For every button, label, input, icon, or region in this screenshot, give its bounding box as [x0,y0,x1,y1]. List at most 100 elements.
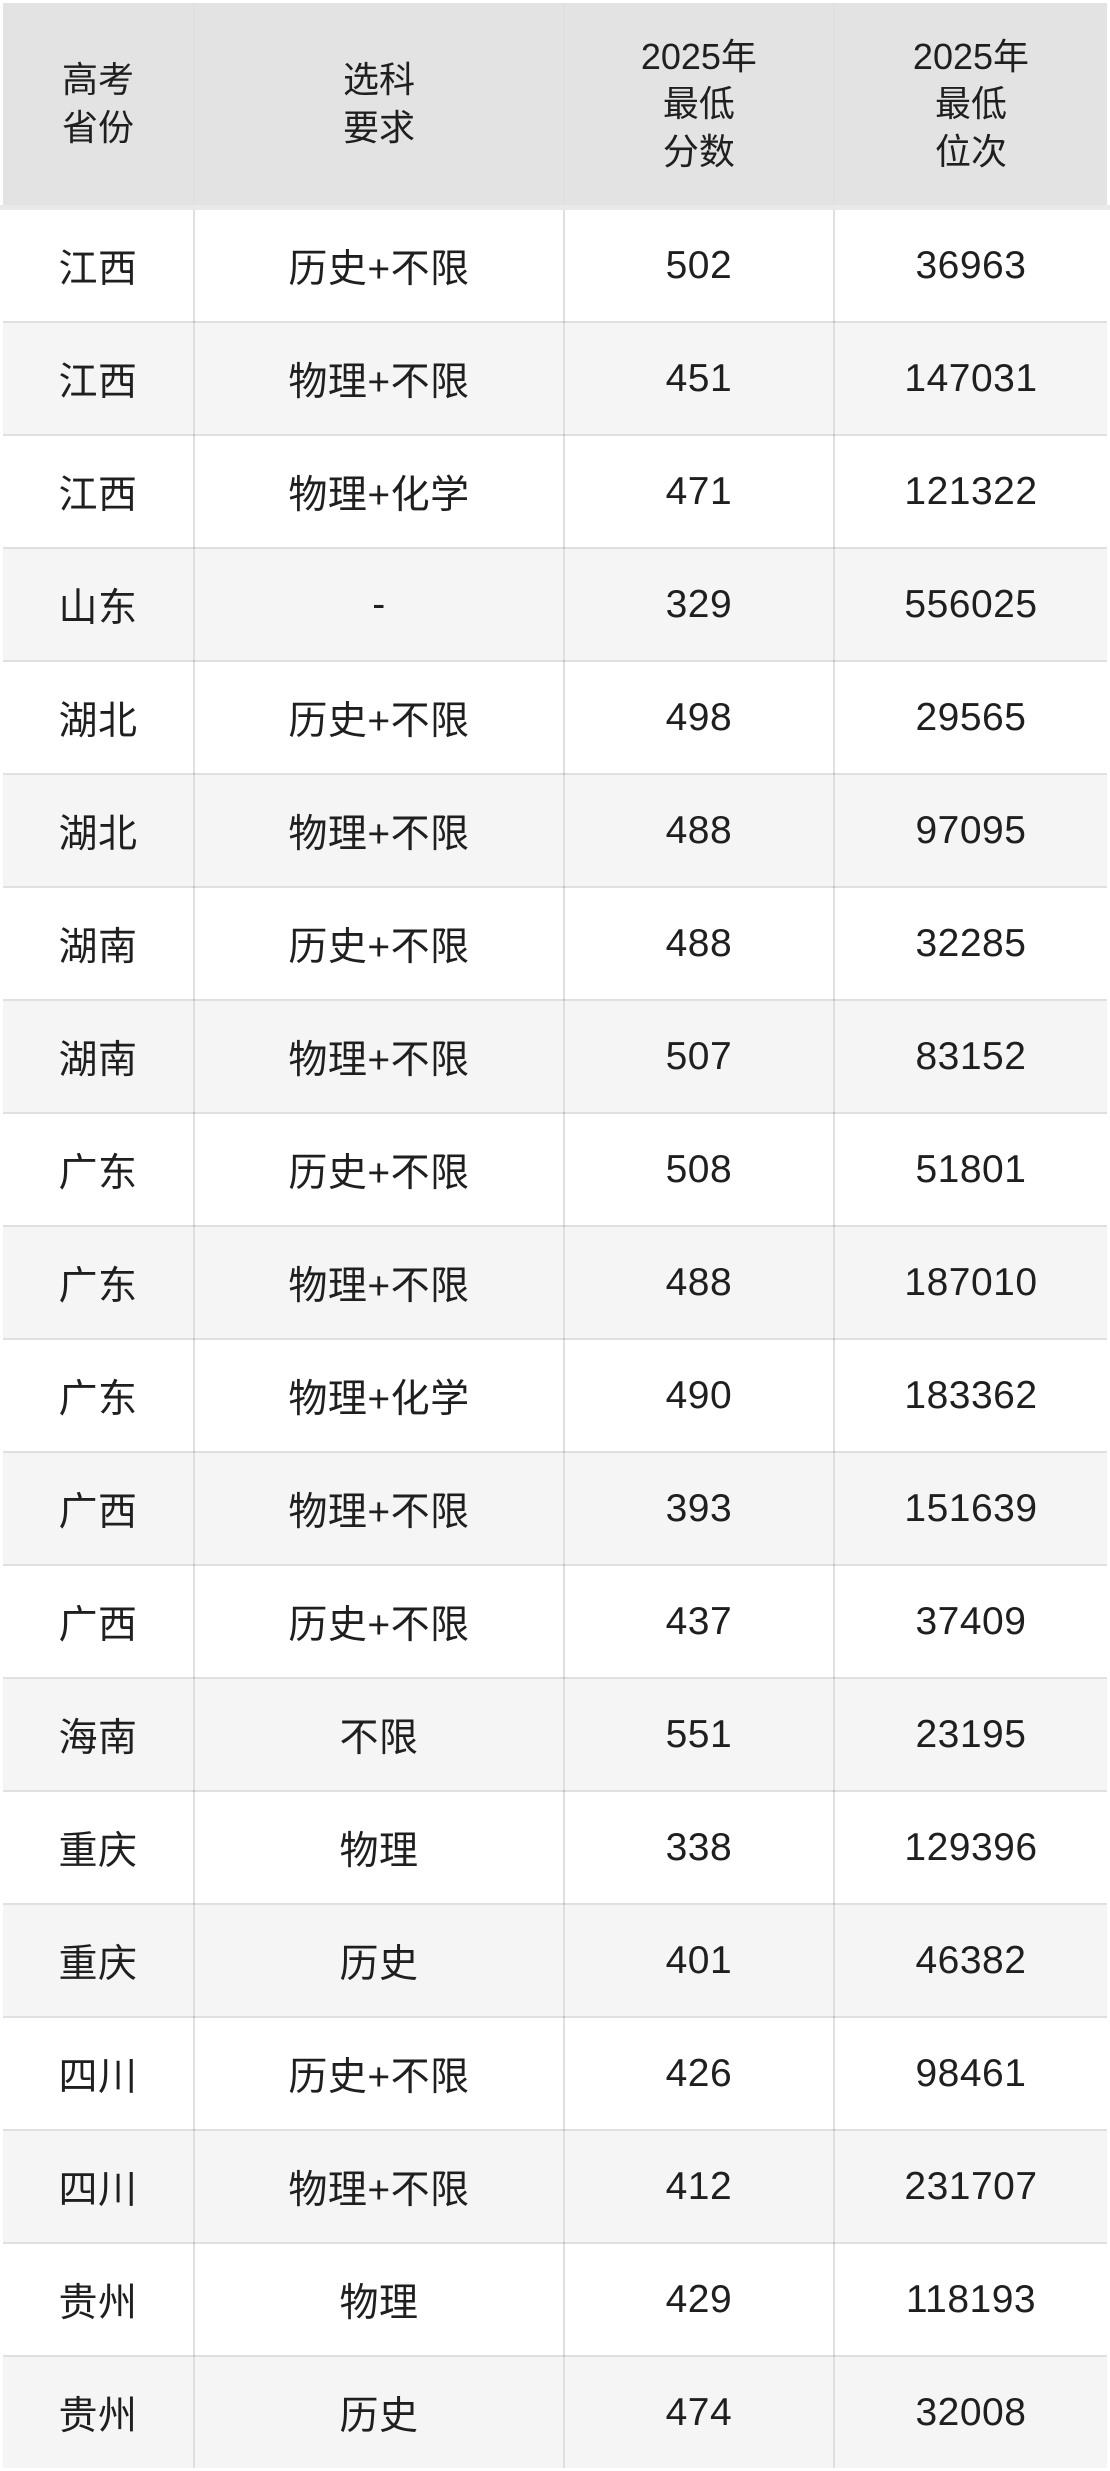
min-score-cell: 329 [562,547,835,662]
subject-requirement-cell: 历史+不限 [193,1112,565,1227]
table-row: 重庆 物理 338 129396 [0,1790,1110,1905]
subject-requirement-cell: 物理 [193,1790,565,1905]
subject-requirement-cell: 物理+化学 [193,434,565,549]
min-score-cell: 474 [562,2355,835,2471]
table-row: 湖南 物理+不限 507 83152 [0,999,1110,1114]
table-row: 广东 物理+化学 490 183362 [0,1338,1110,1453]
min-rank-cell: 46382 [832,1903,1110,2018]
col-header-2025-min-score: 2025年 最低 分数 [562,0,835,210]
table-row: 重庆 历史 401 46382 [0,1903,1110,2018]
col-header-subject-requirement: 选科 要求 [193,0,565,210]
table-row: 海南 不限 551 23195 [0,1677,1110,1792]
province-cell: 海南 [0,1677,196,1792]
province-cell: 江西 [0,434,196,549]
min-rank-cell: 129396 [832,1790,1110,1905]
subject-requirement-cell: 历史+不限 [193,2016,565,2131]
min-rank-cell: 151639 [832,1451,1110,1566]
province-cell: 湖北 [0,660,196,775]
min-rank-cell: 147031 [832,321,1110,436]
province-cell: 广西 [0,1564,196,1679]
min-score-cell: 401 [562,1903,835,2018]
min-rank-cell: 98461 [832,2016,1110,2131]
min-rank-cell: 231707 [832,2129,1110,2244]
table-row: 广西 历史+不限 437 37409 [0,1564,1110,1679]
min-score-cell: 426 [562,2016,835,2131]
province-cell: 广东 [0,1112,196,1227]
min-score-cell: 551 [562,1677,835,1792]
subject-requirement-cell: - [193,547,565,662]
table-row: 江西 历史+不限 502 36963 [0,206,1110,323]
subject-requirement-cell: 历史+不限 [193,660,565,775]
min-score-cell: 508 [562,1112,835,1227]
min-rank-cell: 183362 [832,1338,1110,1453]
subject-requirement-cell: 物理+不限 [193,1451,565,1566]
min-score-cell: 490 [562,1338,835,1453]
table-row: 山东 - 329 556025 [0,547,1110,662]
table-row: 江西 物理+不限 451 147031 [0,321,1110,436]
min-rank-cell: 37409 [832,1564,1110,1679]
table-row: 贵州 历史 474 32008 [0,2355,1110,2471]
header-row: 高考 省份 选科 要求 2025年 最低 分数 2025年 最低 位次 [0,0,1110,210]
col-header-province: 高考 省份 [0,0,196,210]
province-cell: 广东 [0,1225,196,1340]
subject-requirement-cell: 物理+不限 [193,773,565,888]
min-rank-cell: 187010 [832,1225,1110,1340]
min-rank-cell: 23195 [832,1677,1110,1792]
table-row: 四川 历史+不限 426 98461 [0,2016,1110,2131]
subject-requirement-cell: 不限 [193,1677,565,1792]
min-score-cell: 437 [562,1564,835,1679]
min-score-cell: 507 [562,999,835,1114]
subject-requirement-cell: 物理+不限 [193,1225,565,1340]
min-rank-cell: 32285 [832,886,1110,1001]
table-row: 广东 历史+不限 508 51801 [0,1112,1110,1227]
province-cell: 山东 [0,547,196,662]
province-cell: 广西 [0,1451,196,1566]
min-score-cell: 338 [562,1790,835,1905]
min-score-cell: 488 [562,886,835,1001]
subject-requirement-cell: 物理+化学 [193,1338,565,1453]
province-cell: 重庆 [0,1790,196,1905]
province-cell: 湖北 [0,773,196,888]
subject-requirement-cell: 历史+不限 [193,886,565,1001]
min-rank-cell: 32008 [832,2355,1110,2471]
table-body: 江西 历史+不限 502 36963 江西 物理+不限 451 147031 江… [0,206,1110,2471]
province-cell: 湖南 [0,886,196,1001]
province-cell: 江西 [0,321,196,436]
table-row: 湖北 历史+不限 498 29565 [0,660,1110,775]
table-row: 湖北 物理+不限 488 97095 [0,773,1110,888]
subject-requirement-cell: 物理+不限 [193,321,565,436]
min-score-cell: 488 [562,1225,835,1340]
min-score-cell: 412 [562,2129,835,2244]
min-rank-cell: 97095 [832,773,1110,888]
min-score-cell: 488 [562,773,835,888]
col-header-2025-min-rank: 2025年 最低 位次 [832,0,1110,210]
table-row: 湖南 历史+不限 488 32285 [0,886,1110,1001]
subject-requirement-cell: 历史+不限 [193,206,565,323]
table-row: 江西 物理+化学 471 121322 [0,434,1110,549]
table-row: 贵州 物理 429 118193 [0,2242,1110,2357]
province-cell: 江西 [0,206,196,323]
min-rank-cell: 118193 [832,2242,1110,2357]
min-rank-cell: 51801 [832,1112,1110,1227]
min-score-cell: 429 [562,2242,835,2357]
min-score-cell: 498 [562,660,835,775]
min-score-cell: 502 [562,206,835,323]
min-rank-cell: 29565 [832,660,1110,775]
subject-requirement-cell: 历史 [193,2355,565,2471]
table-row: 四川 物理+不限 412 231707 [0,2129,1110,2244]
subject-requirement-cell: 物理+不限 [193,999,565,1114]
province-cell: 四川 [0,2016,196,2131]
subject-requirement-cell: 历史+不限 [193,1564,565,1679]
subject-requirement-cell: 物理+不限 [193,2129,565,2244]
province-cell: 贵州 [0,2355,196,2471]
table-row: 广东 物理+不限 488 187010 [0,1225,1110,1340]
min-score-cell: 471 [562,434,835,549]
subject-requirement-cell: 历史 [193,1903,565,2018]
table-header: 高考 省份 选科 要求 2025年 最低 分数 2025年 最低 位次 [0,0,1110,210]
min-rank-cell: 121322 [832,434,1110,549]
min-rank-cell: 83152 [832,999,1110,1114]
province-cell: 湖南 [0,999,196,1114]
min-score-cell: 451 [562,321,835,436]
province-cell: 贵州 [0,2242,196,2357]
